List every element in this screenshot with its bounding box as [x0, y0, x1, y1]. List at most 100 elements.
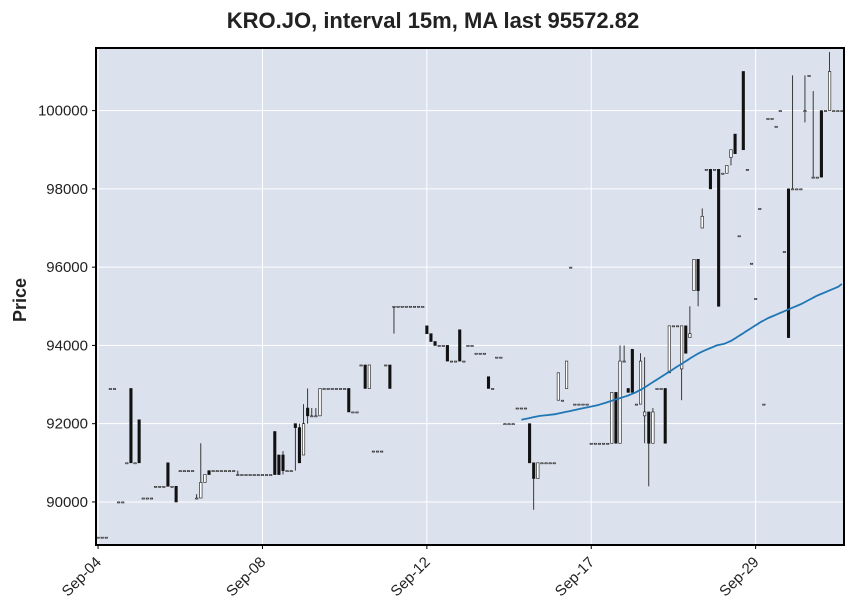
candle-body	[458, 329, 462, 362]
candle-body	[548, 462, 552, 465]
y-tick-label: 92000	[46, 416, 88, 433]
candle-body	[622, 360, 626, 363]
candle-body	[133, 462, 137, 465]
candle-body	[454, 360, 458, 363]
candle-body	[462, 360, 466, 363]
candle-body	[614, 392, 618, 444]
x-tick-label: Sep-12	[387, 554, 433, 600]
candle-body	[795, 188, 799, 191]
candle-body	[676, 325, 680, 328]
candle-body	[511, 423, 515, 425]
candle-body	[363, 364, 367, 389]
candle-body	[174, 485, 178, 503]
candle-body	[573, 403, 577, 406]
candle-body	[745, 169, 749, 171]
candle-body	[112, 388, 117, 390]
candle-body	[589, 442, 593, 445]
y-tick-label: 100000	[38, 103, 88, 120]
candle-body	[819, 110, 823, 178]
candle-body	[207, 470, 211, 475]
candle-body	[519, 407, 523, 410]
candle-body	[158, 485, 162, 488]
candle-body	[293, 423, 297, 428]
candle-body	[244, 474, 248, 476]
candle-body	[786, 188, 791, 338]
gridlines	[96, 48, 844, 545]
candle-body	[823, 110, 828, 112]
candle-body	[166, 462, 170, 487]
candle-body	[503, 423, 507, 425]
candle-body	[281, 454, 285, 471]
candle-body	[778, 110, 782, 112]
candle-body	[671, 325, 675, 328]
candle-body	[104, 536, 108, 539]
candle-body	[717, 169, 721, 307]
candle-body	[507, 423, 511, 425]
candle-body	[306, 407, 310, 417]
candle-body	[565, 360, 569, 389]
candle-body	[297, 427, 301, 464]
candles	[96, 51, 844, 539]
candle-body	[449, 360, 454, 363]
candle-body	[145, 497, 149, 500]
candle-body	[729, 149, 733, 158]
candle-body	[770, 118, 774, 120]
candle-body	[684, 325, 688, 354]
candle-body	[100, 536, 104, 539]
candle-body	[277, 454, 281, 475]
candle-body	[466, 345, 470, 347]
candle-body	[367, 364, 371, 389]
candle-body	[836, 110, 840, 112]
candle-body	[96, 536, 100, 539]
candle-body	[396, 305, 400, 308]
candle-body	[137, 419, 141, 464]
x-tick-label: Sep-17	[552, 554, 598, 600]
candle-body	[811, 176, 815, 179]
candle-body	[523, 407, 528, 410]
candle-body	[392, 305, 396, 308]
candle-body	[322, 388, 326, 390]
candle-body	[417, 305, 421, 308]
candle-body	[388, 364, 392, 389]
candle-body	[314, 415, 318, 418]
candle-body	[162, 485, 166, 488]
candle-body	[252, 474, 256, 476]
y-axis-ticks: 90000 92000 94000 96000 98000 100000	[38, 103, 96, 511]
candle-body	[593, 442, 597, 445]
candle-body	[581, 403, 585, 406]
candle-body	[359, 364, 363, 367]
candle-body	[791, 188, 795, 191]
candle-body	[815, 176, 819, 179]
candle-body	[713, 169, 717, 171]
candle-body	[437, 345, 441, 347]
candle-body	[651, 411, 655, 444]
candle-body	[606, 442, 610, 445]
candle-body	[515, 407, 519, 410]
candle-body	[273, 431, 277, 475]
candle-body	[532, 462, 536, 479]
candle-body	[486, 376, 491, 389]
candle-body	[585, 403, 589, 406]
candle-body	[339, 388, 343, 390]
candle-body	[828, 71, 832, 111]
candle-body	[803, 110, 807, 112]
candle-body	[191, 470, 195, 472]
candle-body	[602, 442, 606, 445]
candle-body	[371, 450, 375, 453]
y-axis-label: Price	[10, 278, 30, 322]
chart-title: KRO.JO, interval 15m, MA last 95572.82	[227, 8, 640, 33]
candle-body	[807, 75, 811, 77]
candle-body	[117, 501, 121, 504]
candle-body	[170, 485, 174, 488]
candle-body	[260, 474, 264, 476]
candle-body	[560, 399, 565, 402]
candle-body	[626, 388, 630, 393]
candle-body	[178, 470, 182, 472]
candle-body	[741, 71, 745, 151]
candle-body	[721, 172, 725, 175]
x-tick-label: Sep-29	[716, 554, 762, 600]
x-axis-ticks: Sep-04 Sep-08 Sep-12 Sep-17 Sep-29	[59, 545, 762, 600]
candle-body	[470, 345, 474, 347]
candle-body	[618, 360, 622, 444]
candle-body	[302, 423, 306, 456]
